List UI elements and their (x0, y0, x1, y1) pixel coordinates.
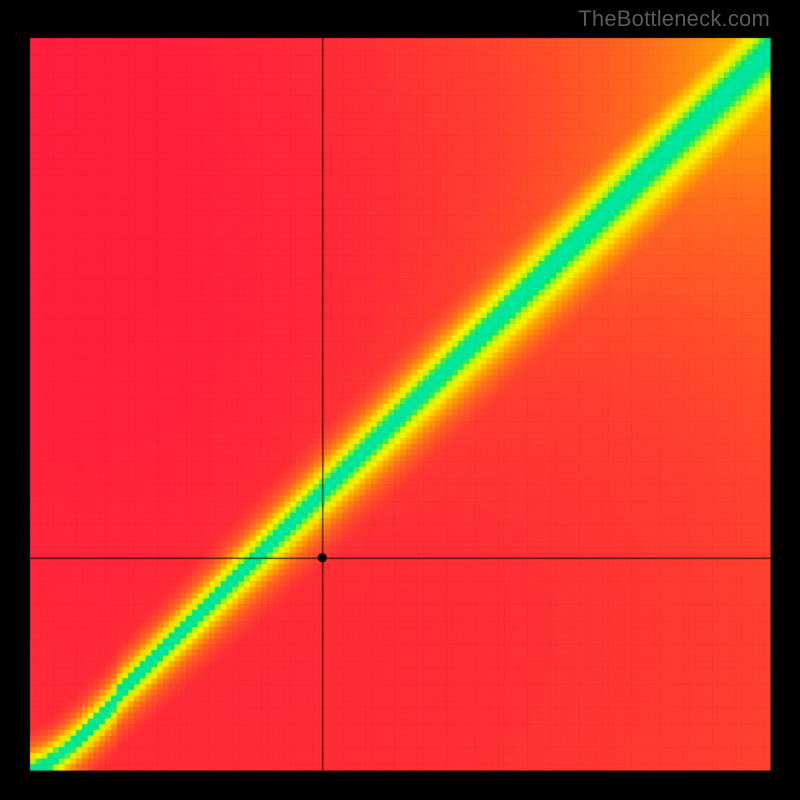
bottleneck-heatmap-canvas (0, 0, 800, 800)
chart-container: TheBottleneck.com (0, 0, 800, 800)
watermark-text: TheBottleneck.com (578, 6, 770, 32)
